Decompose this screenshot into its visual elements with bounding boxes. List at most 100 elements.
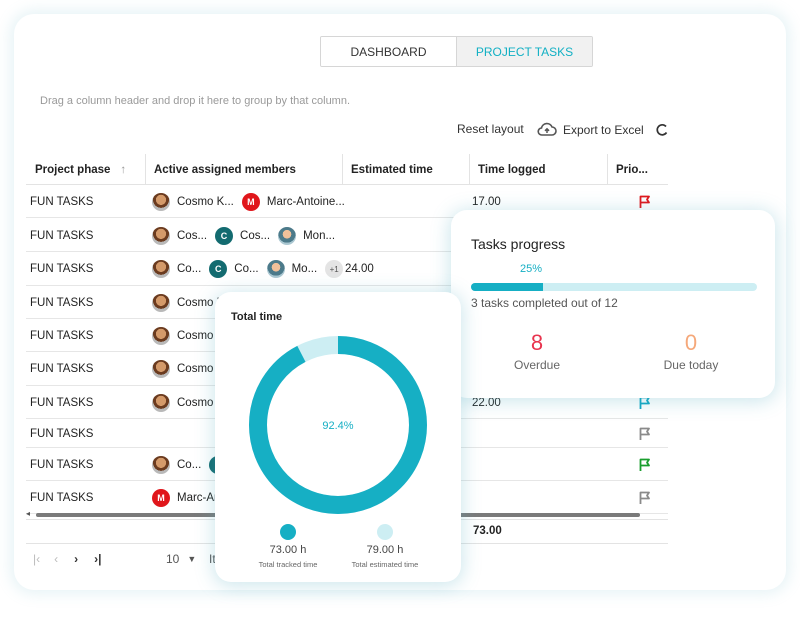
first-page-icon[interactable]: |‹: [33, 552, 41, 566]
group-panel-hint[interactable]: Drag a column header and drop it here to…: [40, 95, 351, 107]
avatar[interactable]: [266, 260, 285, 278]
due-today-count: 0: [684, 330, 698, 355]
next-page-icon[interactable]: ›: [74, 552, 79, 566]
progress-bar-fill: [471, 283, 543, 291]
tab-bar: DASHBOARD PROJECT TASKS: [320, 36, 593, 67]
avatar[interactable]: M: [152, 489, 170, 507]
tasks-grid: Project phase ↑ Active assigned members …: [26, 154, 668, 514]
members-cell: Co... C Co... Mo... +1: [152, 260, 349, 278]
avatar[interactable]: [278, 227, 297, 245]
project-phase-cell: FUN TASKS: [30, 297, 94, 309]
legend-estimated-dot: [377, 524, 393, 540]
avatar[interactable]: [152, 360, 170, 378]
avatar[interactable]: [152, 260, 170, 278]
overdue-count: 8: [530, 330, 544, 355]
member-name: Co...: [234, 263, 259, 275]
reset-layout-label: Reset layout: [457, 122, 524, 136]
column-header-project-phase[interactable]: Project phase ↑: [26, 154, 145, 185]
member-name: Cosmo: [177, 397, 214, 409]
member-name: Mo...: [291, 263, 318, 275]
project-phase-cell: FUN TASKS: [30, 263, 94, 275]
member-name: Cosmo K...: [177, 196, 234, 208]
cloud-upload-icon: [537, 122, 557, 136]
grid-header: Project phase ↑ Active assigned members …: [26, 154, 668, 185]
table-row[interactable]: FUN TASKS Co... C Co... Mo... +1 24.00: [26, 252, 668, 286]
member-name: Mon...: [303, 230, 336, 242]
total-time-donut: 92.4%: [249, 336, 427, 514]
project-phase-cell: FUN TASKS: [30, 196, 94, 208]
avatar[interactable]: +1: [325, 260, 344, 278]
column-header-time-logged[interactable]: Time logged: [469, 154, 607, 185]
page-size-select[interactable]: 10 ▼: [166, 552, 196, 566]
project-phase-cell: FUN TASKS: [30, 459, 94, 471]
time-logged-cell: 17.00: [472, 196, 501, 208]
avatar[interactable]: [152, 227, 170, 245]
legend-estimated-label: Total estimated time: [351, 560, 419, 569]
total-time-card: Total time 92.4% 73.00 h Total tracked t…: [215, 292, 461, 582]
overdue-label: Overdue: [513, 358, 561, 372]
priority-flag-icon[interactable]: [638, 396, 652, 410]
pager: |‹ ‹ › ›|: [33, 552, 101, 566]
progress-bar: [471, 283, 757, 291]
column-header-label: Time logged: [478, 163, 546, 176]
tab-dashboard[interactable]: DASHBOARD: [321, 37, 457, 66]
total-time-title: Total time: [231, 311, 283, 323]
priority-flag-icon[interactable]: [638, 491, 652, 505]
tasks-completed-text: 3 tasks completed out of 12: [471, 296, 618, 310]
members-cell: Cosmo K... M Marc-Antoine...: [152, 193, 353, 211]
project-phase-cell: FUN TASKS: [30, 363, 94, 375]
export-excel-label: Export to Excel: [563, 123, 644, 137]
legend-estimated-value: 79.00 h: [366, 544, 404, 556]
prev-page-icon[interactable]: ‹: [54, 552, 59, 566]
column-header-label: Estimated time: [351, 163, 433, 176]
column-header-label: Prio...: [616, 163, 648, 176]
members-cell: Cosmo: [152, 394, 221, 412]
member-name: Marc-Antoine...: [266, 196, 345, 208]
avatar[interactable]: [152, 327, 170, 345]
export-excel-button[interactable]: Export to Excel: [537, 122, 644, 138]
tasks-progress-title: Tasks progress: [471, 236, 566, 252]
legend-tracked-label: Total tracked time: [258, 560, 318, 569]
priority-flag-icon[interactable]: [638, 427, 652, 441]
scroll-left-icon[interactable]: ◂: [26, 509, 31, 518]
items-per-page-label: It: [209, 552, 216, 566]
table-row[interactable]: FUN TASKS Cos... C Cos... Mon...: [26, 219, 668, 252]
members-cell: Cosmo: [152, 327, 221, 345]
avatar[interactable]: [152, 394, 170, 412]
avatar[interactable]: C: [215, 227, 234, 245]
tab-project-tasks[interactable]: PROJECT TASKS: [457, 37, 592, 66]
member-name: Marc-Ar: [177, 492, 218, 504]
project-phase-cell: FUN TASKS: [30, 492, 94, 504]
priority-flag-icon[interactable]: [638, 195, 652, 209]
avatar[interactable]: [152, 456, 170, 474]
column-header-label: Project phase: [35, 163, 111, 176]
chevron-down-icon: ▼: [187, 554, 197, 564]
due-today-label: Due today: [663, 358, 719, 372]
avatar[interactable]: [152, 193, 170, 211]
avatar[interactable]: C: [209, 260, 228, 278]
column-header-priority[interactable]: Prio...: [607, 154, 668, 185]
members-cell: Cosmo: [152, 360, 221, 378]
total-time-logged: 73.00: [473, 525, 502, 537]
refresh-icon[interactable]: [656, 123, 668, 137]
project-phase-cell: FUN TASKS: [30, 428, 94, 440]
table-row[interactable]: FUN TASKS Cosmo K... M Marc-Antoine... 17.00: [26, 185, 668, 218]
avatar[interactable]: M: [241, 193, 260, 211]
priority-flag-icon[interactable]: [638, 458, 652, 472]
column-header-label: Active assigned members: [154, 163, 296, 176]
tasks-progress-card: Tasks progress 25% 3 tasks completed out…: [451, 210, 775, 398]
avatar[interactable]: [152, 294, 170, 312]
column-header-members[interactable]: Active assigned members: [145, 154, 342, 185]
sort-arrow-icon[interactable]: ↑: [120, 163, 127, 176]
member-name: Cos...: [240, 230, 271, 242]
reset-layout-button[interactable]: Reset layout: [457, 122, 524, 136]
members-cell: Cos... C Cos... Mon...: [152, 227, 343, 245]
last-page-icon[interactable]: ›|: [94, 552, 102, 566]
progress-percent-label: 25%: [520, 263, 543, 275]
members-cell: Cosmo K: [152, 294, 232, 312]
column-header-estimated-time[interactable]: Estimated time: [342, 154, 469, 185]
time-logged-cell: 24.00: [345, 263, 374, 275]
donut-tracked-arc: [249, 336, 427, 514]
member-name: Co...: [177, 459, 202, 471]
member-name: Cos...: [177, 230, 208, 242]
